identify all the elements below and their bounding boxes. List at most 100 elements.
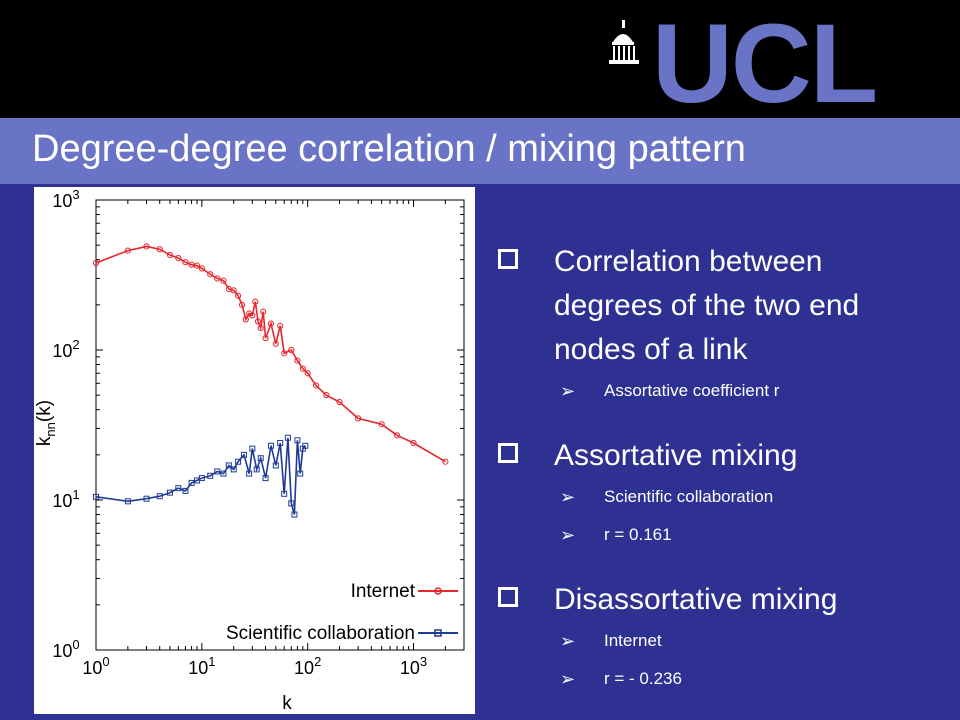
- series-line-internet: [95, 245, 446, 463]
- logo-text: UCL: [652, 1, 878, 126]
- data-point-internet: [230, 287, 237, 294]
- data-point-internet: [242, 316, 249, 323]
- x-tick-label-1: 101: [188, 654, 215, 678]
- data-point-internet: [442, 458, 449, 465]
- chart-panel: 100 101 102 103 100 101 102 103 k knn(k) Intern…: [34, 187, 475, 714]
- legend: Internet Scientific collaboration: [226, 581, 458, 644]
- legend-label-internet: Internet: [351, 581, 416, 602]
- data-point-collab: [207, 472, 214, 479]
- arrow-bullet-icon: ➢: [560, 669, 576, 689]
- data-point-collab: [249, 445, 256, 452]
- data-point-internet: [355, 415, 362, 422]
- data-point-internet: [249, 312, 256, 319]
- hollow-square-icon: [498, 249, 518, 269]
- top-bar: [0, 0, 960, 118]
- data-point-internet: [378, 421, 385, 428]
- data-point-internet: [294, 357, 301, 364]
- legend-label-collab: Scientific collaboration: [226, 623, 415, 644]
- data-point-internet: [281, 350, 288, 357]
- sub-bullet-3-1: ➢ Internet: [498, 622, 938, 660]
- hollow-square-icon: [498, 587, 518, 607]
- data-point-internet: [260, 308, 267, 315]
- data-point-collab: [182, 487, 189, 494]
- bullet-list: Correlation between degrees of the two e…: [498, 240, 938, 698]
- data-point-collab: [257, 455, 264, 462]
- data-point-internet: [323, 392, 330, 399]
- plot-frame: [95, 199, 465, 651]
- data-point-collab: [198, 475, 205, 482]
- bullet-3: Disassortative mixing: [498, 578, 938, 622]
- bullet-2-text: Assortative mixing: [554, 439, 798, 472]
- bullet-1-text: Correlation between degrees of the two e…: [554, 245, 860, 366]
- ucl-portico-icon: [609, 20, 639, 64]
- data-point-collab: [272, 462, 279, 469]
- data-point-collab: [246, 470, 253, 477]
- sub-bullet-3-2: ➢ r = - 0.236: [498, 660, 938, 698]
- arrow-bullet-icon: ➢: [560, 631, 576, 651]
- data-point-collab: [267, 442, 274, 449]
- legend-marker-internet: [434, 587, 442, 595]
- y-tick-label-2: 102: [52, 337, 79, 361]
- bullet-3-text: Disassortative mixing: [554, 583, 838, 616]
- sub-bullet-3-2-text: r = - 0.236: [604, 669, 682, 688]
- arrow-bullet-icon: ➢: [560, 381, 576, 401]
- data-point-internet: [193, 262, 201, 269]
- series-line-collab: [95, 437, 306, 515]
- data-point-internet: [410, 439, 417, 447]
- data-point-internet: [252, 298, 259, 305]
- data-point-internet: [182, 259, 189, 266]
- y-axis-label: knn(k): [34, 400, 58, 446]
- legend-marker-collab: [434, 629, 442, 637]
- data-point-collab: [156, 493, 163, 500]
- data-point-internet: [267, 320, 275, 327]
- data-point-internet: [394, 432, 401, 439]
- data-point-internet: [277, 322, 284, 329]
- y-tick-label-1: 101: [52, 487, 79, 511]
- x-axis-label: k: [282, 693, 292, 714]
- data-point-internet: [272, 340, 279, 347]
- data-point-internet: [336, 398, 343, 406]
- data-point-internet: [198, 265, 205, 272]
- x-tick-label-3: 103: [400, 654, 427, 678]
- data-point-internet: [304, 370, 311, 377]
- sub-bullet-2-1-text: Scientific collaboration: [604, 487, 774, 506]
- data-point-internet: [299, 365, 306, 372]
- data-point-internet: [234, 292, 242, 299]
- sub-bullet-2-2: ➢ r = 0.161: [498, 516, 938, 554]
- data-point-collab: [214, 468, 221, 475]
- sub-bullet-3-1-text: Internet: [604, 631, 662, 650]
- data-point-collab: [93, 493, 99, 500]
- bullet-1: Correlation between degrees of the two e…: [498, 240, 938, 372]
- data-point-internet: [214, 275, 221, 282]
- data-point-internet: [238, 301, 246, 308]
- data-point-collab: [175, 485, 182, 492]
- data-point-internet: [220, 277, 227, 284]
- data-point-internet: [262, 335, 269, 342]
- data-point-internet: [92, 259, 100, 267]
- data-point-collab: [220, 470, 227, 477]
- slide-title: Degree-degree correlation / mixing patte…: [32, 128, 746, 170]
- data-point-internet: [312, 382, 320, 389]
- data-point-internet: [175, 254, 182, 262]
- data-point-collab: [240, 451, 247, 458]
- data-point-collab: [294, 437, 301, 444]
- data-point-internet: [124, 247, 131, 254]
- data-point-collab: [281, 490, 288, 497]
- bullet-2: Assortative mixing: [498, 434, 938, 478]
- data-point-collab: [302, 442, 309, 449]
- data-point-collab: [262, 475, 269, 482]
- data-point-collab: [253, 466, 260, 473]
- data-point-internet: [254, 318, 262, 325]
- sub-bullet-2-1: ➢ Scientific collaboration: [498, 478, 938, 516]
- data-point-internet: [156, 246, 163, 253]
- y-tick-label-3: 103: [52, 187, 79, 211]
- data-point-collab: [124, 498, 131, 505]
- sub-bullet-1-1-text: Assortative coefficient r: [604, 381, 780, 400]
- data-point-internet: [288, 346, 295, 354]
- data-point-collab: [143, 495, 150, 502]
- ucl-logo: UCL: [600, 8, 930, 124]
- arrow-bullet-icon: ➢: [560, 525, 576, 545]
- data-point-collab: [291, 511, 298, 518]
- hollow-square-icon: [498, 443, 518, 463]
- data-point-internet: [207, 271, 214, 278]
